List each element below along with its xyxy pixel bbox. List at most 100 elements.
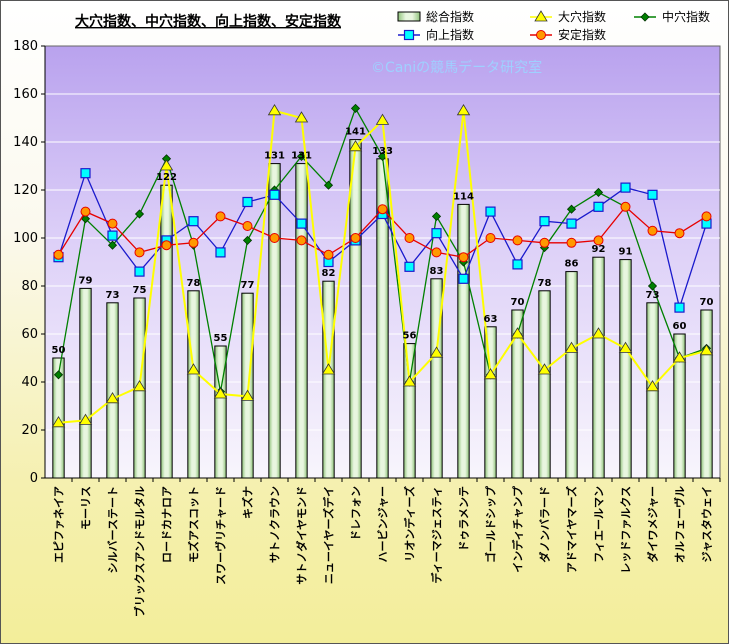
data-point-square	[566, 218, 577, 229]
legend-swatch	[397, 11, 421, 22]
data-point-circle	[323, 249, 334, 260]
category-label: シルバーステート	[107, 486, 120, 573]
legend-item: 中穴指数	[634, 9, 710, 24]
data-point-circle	[53, 249, 64, 260]
data-point-circle	[296, 235, 307, 246]
data-point-square	[107, 230, 118, 241]
bar-data-label: 75	[133, 285, 147, 296]
bar-data-label: 55	[214, 333, 228, 344]
data-point-triangle	[510, 327, 525, 339]
category-label: エピファネイア	[53, 486, 66, 563]
data-point-circle	[674, 228, 685, 239]
category-label: オルフェーヴル	[673, 486, 687, 563]
bar	[403, 343, 416, 479]
data-point-triangle	[672, 351, 687, 363]
bar-data-label: 91	[619, 247, 633, 258]
data-point-circle	[593, 235, 604, 246]
bar	[79, 287, 92, 479]
category-label: フィエールマン	[593, 486, 606, 563]
legend-marker	[536, 30, 546, 40]
bar-data-label: 86	[565, 259, 579, 270]
data-point-circle	[107, 218, 118, 229]
data-point-square	[674, 302, 685, 313]
data-point-triangle	[456, 104, 471, 116]
bar-data-label: 82	[322, 268, 336, 279]
bar	[241, 292, 254, 479]
bar	[322, 280, 335, 479]
data-point-square	[80, 168, 91, 179]
bar-data-label: 77	[241, 280, 255, 291]
data-point-square	[512, 259, 523, 270]
category-label: レッドファルクス	[620, 486, 633, 574]
data-point-square	[296, 218, 307, 229]
bar	[160, 184, 173, 479]
bar	[619, 259, 632, 479]
data-point-triangle	[159, 159, 174, 171]
data-point-square	[458, 273, 469, 284]
data-point-diamond	[647, 281, 658, 291]
data-point-circle	[377, 204, 388, 215]
bar-data-label: 78	[538, 278, 552, 289]
data-point-circle	[242, 221, 253, 231]
data-point-square	[620, 182, 631, 193]
legend-label: 安定指数	[558, 27, 606, 42]
data-point-circle	[269, 233, 280, 243]
y-tick-label: 160	[13, 87, 38, 102]
data-point-triangle	[321, 363, 336, 375]
y-tick-label: 20	[21, 423, 38, 438]
legend-item: 安定指数	[530, 27, 606, 42]
bar-data-label: 73	[106, 290, 120, 301]
legend-item: 大穴指数	[530, 9, 606, 24]
category-label: ゴールドシップ	[484, 485, 498, 563]
legend-label: 総合指数	[426, 9, 474, 24]
legend-label: 中穴指数	[662, 9, 710, 24]
bar-data-label: 131	[264, 151, 285, 162]
chart-title: 大穴指数、中穴指数、向上指数、安定指数	[75, 13, 342, 30]
bar-data-label: 92	[592, 244, 606, 255]
data-point-circle	[620, 201, 631, 212]
data-point-square	[647, 189, 658, 200]
data-point-square	[431, 228, 442, 239]
line-series	[51, 103, 714, 428]
category-label: リオンディーズ	[403, 486, 417, 562]
data-point-circle	[566, 237, 577, 248]
data-point-diamond	[296, 151, 307, 161]
legend-label: 大穴指数	[558, 9, 606, 24]
data-point-triangle	[213, 387, 228, 399]
data-point-diamond	[593, 187, 604, 197]
y-tick-label: 40	[21, 375, 38, 390]
data-point-square	[404, 261, 415, 272]
data-point-circle	[539, 237, 550, 248]
axes: 0 20 40 60 80 100 120 140 160 180 エピファネイア モーリス シルバース…	[13, 39, 721, 617]
data-point-circle	[431, 247, 442, 258]
bar-data-label: 60	[673, 321, 687, 332]
category-label: ダノンバラード	[538, 486, 552, 563]
bar	[295, 163, 308, 479]
category-label: モズアスコット	[187, 486, 201, 563]
bar-data-label: 50	[52, 345, 66, 356]
data-point-triangle	[132, 380, 147, 392]
line-series-circle	[53, 201, 712, 263]
category-label: スワーヴリチャード	[214, 486, 228, 585]
data-point-circle	[512, 235, 523, 246]
bar	[349, 139, 362, 479]
y-tick-label: 180	[13, 39, 38, 54]
watermark: ©Caniの競馬データ研究室	[371, 59, 542, 76]
category-label: ジャスタウェイ	[701, 486, 714, 562]
data-point-square	[593, 201, 604, 212]
legend-item: 向上指数	[398, 27, 474, 42]
bar	[592, 256, 605, 479]
data-point-diamond	[242, 235, 253, 245]
data-point-square	[215, 247, 226, 258]
y-tick-label: 80	[21, 279, 38, 294]
data-point-triangle	[348, 140, 363, 152]
data-point-triangle	[402, 375, 417, 387]
data-point-triangle	[294, 111, 309, 123]
data-point-circle	[161, 240, 172, 251]
category-label: ハービンジャー	[376, 486, 390, 562]
legend-label: 向上指数	[426, 27, 474, 42]
legend-marker	[403, 29, 415, 41]
bar	[565, 271, 578, 479]
data-point-triangle	[618, 341, 633, 353]
